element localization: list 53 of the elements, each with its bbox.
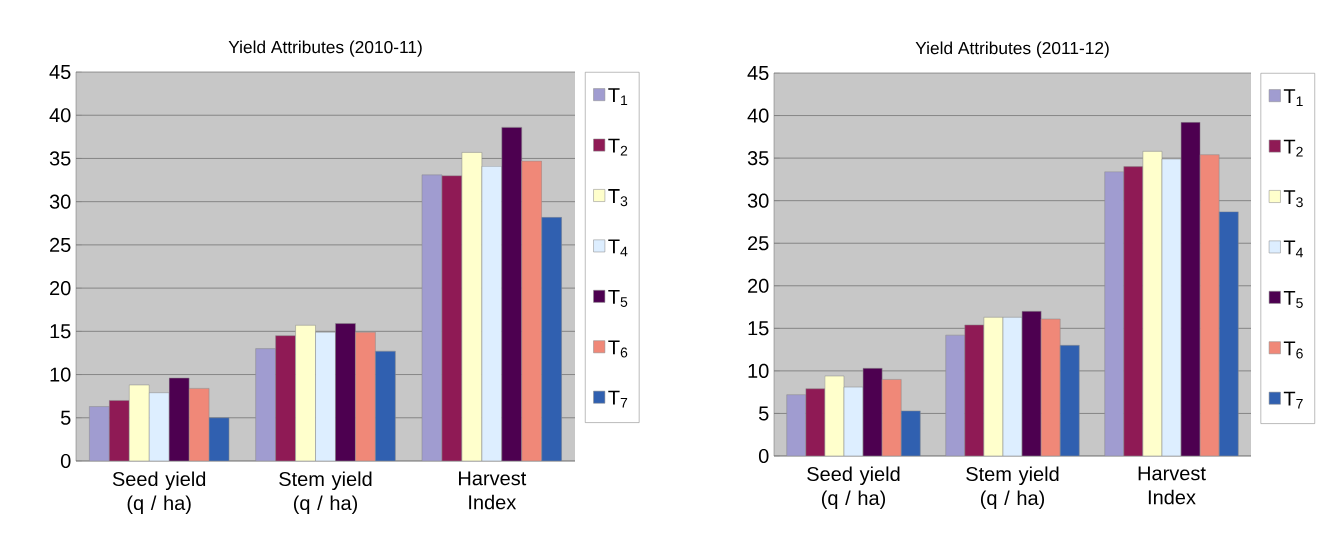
bar (964, 324, 985, 456)
y-tick-label: 25 (50, 237, 71, 252)
legend-label: T$_{1}$ (1283, 89, 1303, 107)
x-tick-label: Stem yield (q / ha) (966, 466, 1059, 510)
legend-label: T$_{4}$ (608, 239, 628, 257)
x-tick-label: Harvest Index (1138, 466, 1206, 505)
y-tick-label: 15 (748, 321, 769, 336)
legend-label: T$_{2}$ (608, 138, 628, 156)
legend-label: T$_{2}$ (1283, 139, 1303, 157)
x-tick-label: Seed yield (q / ha) (112, 471, 206, 515)
y-tick-label: 5 (758, 406, 769, 421)
bar (1123, 166, 1144, 456)
y-tick-label: 10 (748, 363, 769, 378)
legend-label: T$_{3}$ (1283, 190, 1303, 208)
legend-label: T$_{1}$ (608, 88, 628, 106)
legend-label: T$_{7}$ (1283, 391, 1303, 409)
bar (501, 127, 523, 461)
y-tick-label: 40 (747, 108, 769, 123)
y-tick-label: 10 (50, 367, 71, 382)
legend-label: T$_{5}$ (1283, 290, 1303, 308)
bar (1199, 154, 1220, 456)
y-tick-label: 35 (49, 151, 71, 166)
bar (805, 388, 826, 456)
x-tick-label: Harvest Index (459, 471, 527, 510)
y-tick-label: 5 (60, 410, 71, 425)
bar (881, 379, 902, 456)
legend-label: T$_{6}$ (1283, 341, 1303, 359)
y-tick-label: 0 (60, 453, 71, 469)
y-tick-label: 15 (50, 324, 71, 339)
legend-label: T$_{4}$ (1283, 240, 1303, 258)
y-tick-label: 30 (747, 193, 769, 208)
y-tick-label: 20 (748, 278, 769, 293)
x-tick-label: Seed yield (q / ha) (807, 466, 900, 510)
bar (148, 392, 170, 461)
chart-title: Yield Attributes (2010-11) (228, 40, 422, 57)
y-tick-label: 20 (50, 281, 71, 296)
y-tick-label: 0 (758, 448, 769, 464)
legend-label: T$_{3}$ (608, 189, 628, 207)
x-tick-label: Stem yield (q / ha) (279, 471, 372, 515)
y-tick-label: 25 (748, 236, 769, 251)
bar (335, 323, 356, 461)
y-tick-label: 45 (49, 65, 71, 79)
bar (315, 331, 336, 461)
y-tick-label: 35 (747, 151, 769, 166)
y-tick-label: 45 (747, 66, 769, 80)
y-tick-label: 30 (49, 194, 71, 209)
legend-label: T$_{6}$ (608, 340, 628, 358)
bar (481, 165, 503, 461)
chart-title: Yield Attributes (2011-12) (915, 41, 1109, 58)
bar (1040, 318, 1061, 456)
legend-label: T$_{7}$ (608, 390, 628, 408)
legend-label: T$_{5}$ (608, 289, 628, 307)
y-tick-label: 40 (49, 108, 71, 123)
